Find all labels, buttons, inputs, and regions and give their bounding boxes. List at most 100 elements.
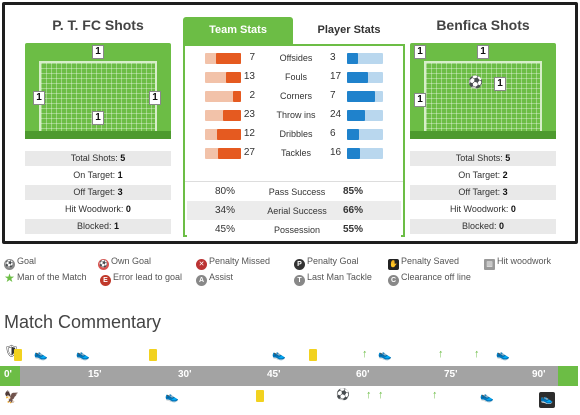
shot-marker[interactable]: 1 bbox=[33, 91, 45, 105]
boot-icon[interactable]: 👟 bbox=[272, 349, 286, 361]
timeline-tick: 45' bbox=[267, 369, 281, 380]
yellow-card-icon[interactable] bbox=[309, 349, 317, 361]
away-shot-summary: Total Shots: 5 On Target: 2 Off Target: … bbox=[410, 151, 556, 234]
timeline-tick: 0' bbox=[4, 369, 12, 380]
home-shots-column: P. T. FC Shots 1 1 1 1 Total Shots: 5 On… bbox=[25, 17, 171, 236]
shot-marker[interactable]: 1 bbox=[414, 45, 426, 59]
home-stat-value: 13 bbox=[243, 71, 255, 82]
legend-label: Hit woodwork bbox=[497, 256, 552, 266]
timeline-tick: 30' bbox=[178, 369, 192, 380]
shot-marker[interactable]: 1 bbox=[477, 45, 489, 59]
tab-player-stats[interactable]: Player Stats bbox=[317, 24, 381, 36]
shot-row-blocked: Blocked: 1 bbox=[25, 219, 171, 234]
stat-label: Corners bbox=[279, 91, 312, 101]
stat-row-throw-ins: 23 Throw ins 24 bbox=[185, 106, 403, 125]
yellow-card-icon[interactable] bbox=[256, 390, 264, 402]
home-bar-track bbox=[205, 72, 241, 83]
shot-row-on-target: On Target: 1 bbox=[25, 168, 171, 183]
pct-label: Pass Success bbox=[268, 187, 326, 197]
shot-value: 3 bbox=[502, 187, 508, 197]
shot-marker[interactable]: 1 bbox=[414, 93, 426, 107]
shot-row-total: Total Shots: 5 bbox=[410, 151, 556, 166]
legend-penalty-goal: P Penalty Goal bbox=[294, 256, 359, 270]
shot-label: Hit Woodwork: bbox=[65, 204, 124, 214]
pitch-floor bbox=[410, 131, 556, 139]
substitution-icon[interactable]: ↑ bbox=[474, 348, 480, 360]
home-bar-track bbox=[205, 91, 241, 102]
substitution-icon[interactable]: ↑ bbox=[432, 389, 438, 401]
stat-label: Throw ins bbox=[276, 110, 316, 120]
stat-label: Fouls bbox=[284, 72, 307, 82]
match-timeline: 0' 15' 30' 45' 60' 75' 90' bbox=[0, 366, 578, 386]
away-shots-column: Benfica Shots 1 1 1 1 ⚽ Total Shots: 5 O… bbox=[410, 17, 556, 236]
away-bar-fill bbox=[347, 148, 360, 159]
legend-penalty-missed: ✕ Penalty Missed bbox=[196, 256, 270, 270]
legend-label: Man of the Match bbox=[17, 272, 87, 282]
shot-marker[interactable]: 1 bbox=[92, 111, 104, 125]
away-bar-track bbox=[347, 148, 383, 159]
away-crest-icon: 🦅 bbox=[4, 390, 19, 404]
home-shots-title: P. T. FC Shots bbox=[52, 17, 144, 33]
home-bar-fill bbox=[218, 148, 241, 159]
assist-icon: A bbox=[196, 275, 207, 286]
away-bar-fill bbox=[347, 72, 368, 83]
away-bar-fill bbox=[347, 53, 358, 64]
match-stats-panel: P. T. FC Shots 1 1 1 1 Total Shots: 5 On… bbox=[2, 2, 578, 244]
pct-away-value: 55% bbox=[343, 224, 364, 235]
pct-row-pass: 80% Pass Success 85% bbox=[187, 182, 401, 201]
boot-icon[interactable]: 👟 bbox=[76, 349, 90, 361]
shot-marker[interactable]: 1 bbox=[92, 45, 104, 59]
legend-goal: ⚽ Goal bbox=[4, 256, 36, 270]
shot-row-woodwork: Hit Woodwork: 0 bbox=[410, 202, 556, 217]
own-goal-icon: ⚽ bbox=[98, 259, 109, 270]
boot-icon[interactable]: 👟 bbox=[165, 391, 179, 403]
away-bar-fill bbox=[347, 129, 359, 140]
full-time-icon[interactable]: 👟 bbox=[539, 392, 555, 408]
away-bar-track bbox=[347, 53, 383, 64]
stat-row-tackles: 27 Tackles 16 bbox=[185, 144, 403, 163]
away-bar-track bbox=[347, 129, 383, 140]
pct-row-aerial: 34% Aerial Success 66% bbox=[187, 201, 401, 220]
shot-label: Off Target: bbox=[73, 187, 116, 197]
away-stat-value: 24 bbox=[330, 109, 342, 120]
tab-team-stats[interactable]: Team Stats bbox=[183, 17, 293, 44]
stat-row-dribbles: 12 Dribbles 6 bbox=[185, 125, 403, 144]
match-commentary-title: Match Commentary bbox=[4, 312, 162, 332]
timeline-tick: 90' bbox=[532, 369, 546, 380]
shot-value: 2 bbox=[502, 170, 508, 180]
hit-woodwork-icon: ▥ bbox=[484, 259, 495, 270]
substitution-icon[interactable]: ↑ bbox=[378, 389, 384, 401]
yellow-card-icon[interactable] bbox=[14, 349, 22, 361]
substitution-icon[interactable]: ↑ bbox=[438, 348, 444, 360]
shot-marker[interactable]: 1 bbox=[494, 77, 506, 91]
penalty-goal-icon: P bbox=[294, 259, 305, 270]
home-bar-fill bbox=[223, 110, 241, 121]
home-stat-value: 12 bbox=[243, 128, 255, 139]
goal-icon[interactable]: ⚽ bbox=[336, 389, 350, 401]
boot-icon[interactable]: 👟 bbox=[34, 349, 48, 361]
away-stat-value: 17 bbox=[330, 71, 342, 82]
stat-label: Offsides bbox=[279, 53, 313, 63]
pct-home-value: 45% bbox=[215, 224, 236, 235]
penalty-missed-icon: ✕ bbox=[196, 259, 207, 270]
pct-away-value: 66% bbox=[343, 205, 364, 216]
substitution-icon[interactable]: ↑ bbox=[366, 389, 372, 401]
shot-value: 5 bbox=[120, 153, 126, 163]
away-shot-map: 1 1 1 1 ⚽ bbox=[410, 43, 556, 139]
shot-label: Total Shots: bbox=[70, 153, 118, 163]
substitution-icon[interactable]: ↑ bbox=[362, 348, 368, 360]
stat-row-corners: 2 Corners 7 bbox=[185, 87, 403, 106]
last-man-tackle-icon: T bbox=[294, 275, 305, 286]
yellow-card-icon[interactable] bbox=[149, 349, 157, 361]
home-stat-value: 27 bbox=[243, 147, 255, 158]
shot-label: On Target: bbox=[458, 170, 501, 180]
shot-row-woodwork: Hit Woodwork: 0 bbox=[25, 202, 171, 217]
shot-marker[interactable]: 1 bbox=[149, 91, 161, 105]
boot-icon[interactable]: 👟 bbox=[496, 349, 510, 361]
away-stat-value: 3 bbox=[330, 52, 336, 63]
goal-icon[interactable]: ⚽ bbox=[468, 75, 483, 89]
legend-label: Last Man Tackle bbox=[307, 272, 372, 282]
boot-icon[interactable]: 👟 bbox=[480, 391, 494, 403]
home-shot-summary: Total Shots: 5 On Target: 1 Off Target: … bbox=[25, 151, 171, 234]
boot-icon[interactable]: 👟 bbox=[378, 349, 392, 361]
